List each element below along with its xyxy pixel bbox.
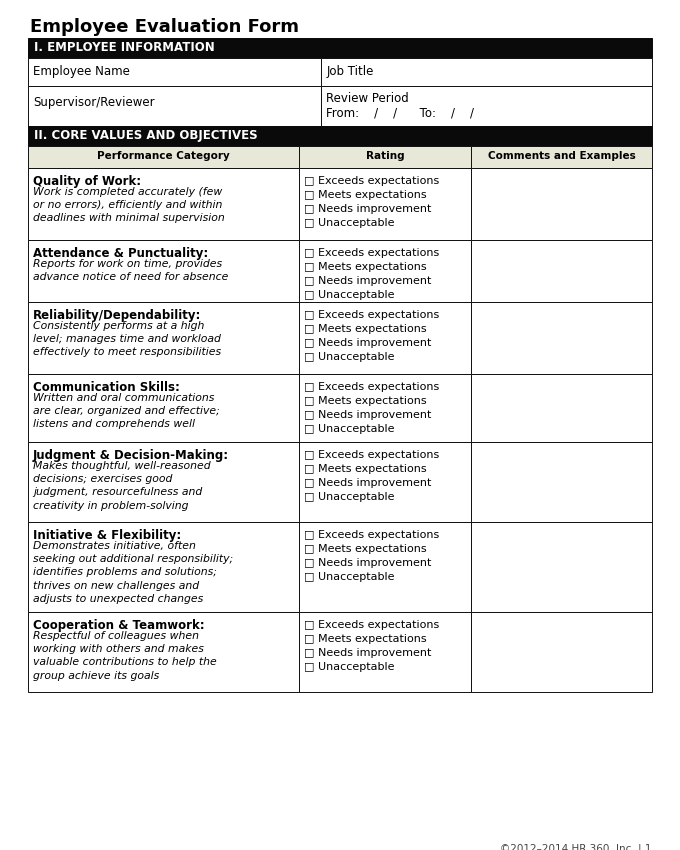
- Text: Makes thoughtful, well-reasoned
decisions; exercises good
judgment, resourcefuln: Makes thoughtful, well-reasoned decision…: [33, 461, 211, 511]
- Text: Job Title: Job Title: [326, 65, 373, 78]
- Text: □ Exceeds expectations: □ Exceeds expectations: [305, 382, 440, 392]
- Bar: [28, 86, 321, 126]
- Text: Communication Skills:: Communication Skills:: [33, 381, 180, 394]
- Bar: [299, 374, 471, 442]
- Text: Work is completed accurately (few
or no errors), efficiently and within
deadline: Work is completed accurately (few or no …: [33, 187, 225, 224]
- Bar: [471, 374, 652, 442]
- Text: □ Needs improvement: □ Needs improvement: [305, 276, 432, 286]
- Text: ©2012–2014 HR 360, Inc. | 1: ©2012–2014 HR 360, Inc. | 1: [500, 843, 652, 850]
- Bar: [299, 240, 471, 302]
- Text: □ Meets expectations: □ Meets expectations: [305, 190, 427, 200]
- Text: □ Unacceptable: □ Unacceptable: [305, 290, 395, 300]
- Bar: [299, 442, 471, 522]
- Text: □ Meets expectations: □ Meets expectations: [305, 634, 427, 644]
- Text: □ Needs improvement: □ Needs improvement: [305, 204, 432, 214]
- Text: Consistently performs at a high
level; manages time and workload
effectively to : Consistently performs at a high level; m…: [33, 321, 221, 357]
- Text: □ Meets expectations: □ Meets expectations: [305, 262, 427, 272]
- Text: □ Exceeds expectations: □ Exceeds expectations: [305, 176, 440, 186]
- Text: □ Unacceptable: □ Unacceptable: [305, 572, 395, 582]
- Text: □ Needs improvement: □ Needs improvement: [305, 478, 432, 488]
- Text: □ Exceeds expectations: □ Exceeds expectations: [305, 248, 440, 258]
- Text: Employee Name: Employee Name: [33, 65, 130, 78]
- Text: □ Unacceptable: □ Unacceptable: [305, 492, 395, 502]
- Text: □ Needs improvement: □ Needs improvement: [305, 648, 432, 658]
- Bar: [28, 126, 652, 146]
- Bar: [471, 240, 652, 302]
- Bar: [28, 146, 299, 168]
- Text: Written and oral communications
are clear, organized and effective;
listens and : Written and oral communications are clea…: [33, 393, 220, 429]
- Text: □ Meets expectations: □ Meets expectations: [305, 396, 427, 406]
- Text: Reports for work on time, provides
advance notice of need for absence: Reports for work on time, provides advan…: [33, 259, 228, 282]
- Text: Cooperation & Teamwork:: Cooperation & Teamwork:: [33, 619, 205, 632]
- Bar: [299, 612, 471, 692]
- Text: □ Meets expectations: □ Meets expectations: [305, 544, 427, 554]
- Text: Rating: Rating: [366, 151, 405, 161]
- Bar: [471, 168, 652, 240]
- Text: Reliability/Dependability:: Reliability/Dependability:: [33, 309, 201, 322]
- Text: II. CORE VALUES AND OBJECTIVES: II. CORE VALUES AND OBJECTIVES: [34, 129, 258, 142]
- Bar: [299, 302, 471, 374]
- Text: From:    /    /      To:    /    /: From: / / To: / /: [326, 106, 474, 119]
- Text: Comments and Examples: Comments and Examples: [488, 151, 635, 161]
- Text: Supervisor/Reviewer: Supervisor/Reviewer: [33, 96, 154, 109]
- Bar: [28, 442, 299, 522]
- Text: Respectful of colleagues when
working with others and makes
valuable contributio: Respectful of colleagues when working wi…: [33, 631, 217, 681]
- Bar: [28, 374, 299, 442]
- Text: □ Needs improvement: □ Needs improvement: [305, 338, 432, 348]
- Text: □ Unacceptable: □ Unacceptable: [305, 662, 395, 672]
- Bar: [28, 522, 299, 612]
- Bar: [471, 302, 652, 374]
- Text: Review Period: Review Period: [326, 92, 409, 105]
- Text: □ Needs improvement: □ Needs improvement: [305, 410, 432, 420]
- Text: Judgment & Decision-Making:: Judgment & Decision-Making:: [33, 449, 229, 462]
- Text: □ Exceeds expectations: □ Exceeds expectations: [305, 620, 440, 630]
- Bar: [321, 58, 652, 86]
- Bar: [471, 442, 652, 522]
- Text: □ Unacceptable: □ Unacceptable: [305, 218, 395, 228]
- Bar: [28, 58, 321, 86]
- Bar: [471, 146, 652, 168]
- Text: Employee Evaluation Form: Employee Evaluation Form: [30, 18, 299, 36]
- Text: □ Unacceptable: □ Unacceptable: [305, 424, 395, 434]
- Bar: [28, 612, 299, 692]
- Bar: [299, 168, 471, 240]
- Bar: [471, 612, 652, 692]
- Bar: [471, 522, 652, 612]
- Text: Attendance & Punctuality:: Attendance & Punctuality:: [33, 247, 208, 260]
- Bar: [28, 240, 299, 302]
- Text: □ Meets expectations: □ Meets expectations: [305, 464, 427, 474]
- Text: □ Exceeds expectations: □ Exceeds expectations: [305, 310, 440, 320]
- Text: Performance Category: Performance Category: [97, 151, 230, 161]
- Bar: [28, 302, 299, 374]
- Bar: [28, 168, 299, 240]
- Text: Quality of Work:: Quality of Work:: [33, 175, 141, 188]
- Text: Initiative & Flexibility:: Initiative & Flexibility:: [33, 529, 182, 542]
- Bar: [28, 38, 652, 58]
- Text: □ Needs improvement: □ Needs improvement: [305, 558, 432, 568]
- Text: □ Unacceptable: □ Unacceptable: [305, 352, 395, 362]
- Text: Demonstrates initiative, often
seeking out additional responsibility;
identifies: Demonstrates initiative, often seeking o…: [33, 541, 233, 604]
- Bar: [299, 146, 471, 168]
- Bar: [299, 522, 471, 612]
- Bar: [321, 86, 652, 126]
- Text: □ Exceeds expectations: □ Exceeds expectations: [305, 530, 440, 540]
- Text: I. EMPLOYEE INFORMATION: I. EMPLOYEE INFORMATION: [34, 41, 215, 54]
- Text: □ Meets expectations: □ Meets expectations: [305, 324, 427, 334]
- Text: □ Exceeds expectations: □ Exceeds expectations: [305, 450, 440, 460]
